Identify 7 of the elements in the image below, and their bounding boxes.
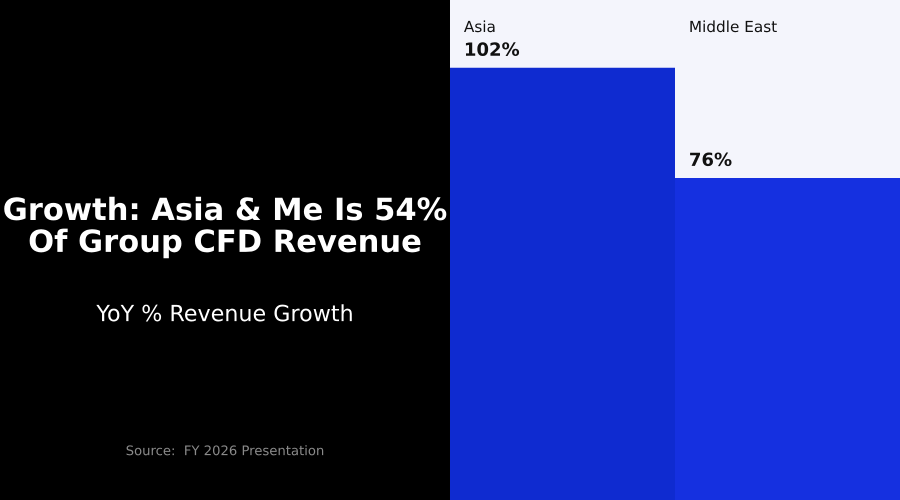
text: YoY % Revenue Growth (96, 304, 352, 322)
text: Growth: Asia & Me Is 54% Of Group CFD Revenue (4, 196, 446, 258)
source-note: Source: FY 2026 Presentation (126, 445, 324, 456)
x-tick-label: Asia (464, 20, 495, 32)
data-label: 76% (690, 152, 732, 166)
x-tick-label: Middle East (690, 20, 777, 32)
data-label: 102% (466, 42, 520, 56)
